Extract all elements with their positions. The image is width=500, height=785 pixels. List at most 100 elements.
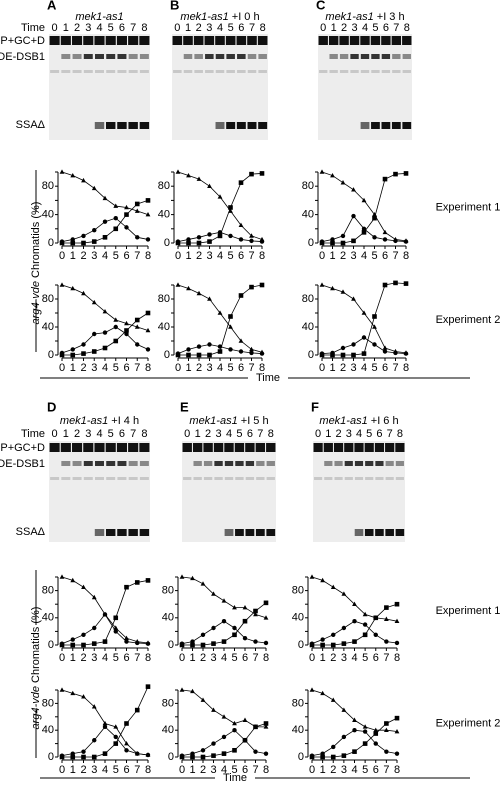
point	[81, 749, 86, 754]
point	[200, 697, 206, 702]
band-dsb	[183, 54, 193, 59]
point	[242, 737, 248, 743]
point	[190, 754, 195, 760]
point	[352, 619, 357, 624]
lane-number: 7	[249, 22, 255, 34]
point	[124, 225, 129, 230]
point	[175, 240, 181, 246]
point	[113, 741, 119, 746]
lane-number: 8	[404, 22, 410, 34]
x-tick-label: 5	[362, 652, 368, 664]
point	[249, 233, 254, 238]
panel-letter: E	[180, 399, 189, 414]
point	[59, 574, 65, 579]
y-tick-label: 0	[168, 751, 174, 763]
point	[352, 601, 357, 606]
point	[145, 641, 151, 646]
point	[394, 618, 400, 623]
point	[228, 324, 233, 329]
point	[372, 235, 377, 240]
x-tick-label: 5	[231, 652, 237, 664]
point	[394, 751, 400, 756]
band-ssa	[94, 122, 105, 129]
band-faint	[106, 70, 116, 73]
point	[319, 282, 325, 287]
y-tick-label: 80	[158, 293, 170, 305]
y-tick-label: 80	[42, 293, 54, 305]
y-tick-label: 40	[42, 724, 54, 736]
point	[309, 687, 315, 692]
point	[238, 293, 244, 298]
point	[320, 690, 326, 696]
y-tick-label: 80	[292, 697, 304, 709]
point	[91, 185, 97, 191]
band-top	[391, 36, 402, 45]
point	[341, 641, 347, 646]
lane-number: 1	[63, 428, 69, 440]
band-top	[323, 443, 333, 452]
point	[124, 584, 129, 590]
point	[362, 632, 368, 638]
strain: mek1-as1	[189, 415, 237, 427]
y-tick-label: 40	[302, 321, 314, 333]
gene: arg4-vde	[30, 686, 42, 729]
point	[70, 352, 76, 358]
band-faint	[395, 477, 404, 480]
band-faint	[128, 70, 138, 73]
band-top	[339, 36, 349, 45]
band-top	[318, 36, 328, 45]
point	[330, 584, 336, 589]
point	[242, 717, 248, 722]
point	[91, 239, 97, 244]
point	[351, 213, 356, 219]
point	[145, 198, 151, 203]
x-tick-label: 4	[102, 362, 108, 374]
point	[134, 707, 140, 713]
lane-number: 5	[372, 22, 378, 34]
x-tick-label: 1	[70, 764, 76, 776]
band-dsb	[95, 461, 104, 466]
point	[249, 350, 254, 356]
point	[382, 345, 388, 350]
point	[102, 235, 108, 240]
point	[102, 724, 108, 730]
band-dsb	[117, 461, 127, 466]
point	[228, 314, 233, 319]
band-faint	[106, 477, 116, 480]
band-faint	[402, 70, 411, 73]
band-dsb	[139, 54, 149, 59]
point	[232, 625, 237, 631]
point	[113, 338, 119, 344]
point	[263, 600, 269, 606]
point	[259, 239, 265, 244]
lane-number: 1	[331, 22, 337, 34]
point	[242, 636, 248, 641]
band-faint	[334, 477, 343, 480]
band-ssa	[360, 122, 370, 129]
y-tick-label: 0	[48, 237, 54, 249]
point	[102, 345, 108, 351]
x-tick-label: 2	[80, 764, 86, 776]
point	[91, 754, 97, 760]
point	[211, 741, 216, 746]
x-tick-label: 4	[102, 250, 108, 262]
band-top	[49, 36, 60, 45]
x-tick-label: 8	[145, 652, 151, 664]
y-tick-label: 40	[42, 321, 54, 333]
point	[145, 752, 151, 758]
point	[394, 715, 400, 721]
x-tick-label: 0	[309, 764, 315, 776]
point	[372, 215, 377, 221]
point	[59, 754, 65, 760]
strain: mek1-as1	[180, 11, 228, 23]
band-ssa	[258, 122, 268, 129]
point	[207, 296, 212, 301]
point	[217, 349, 223, 354]
lane-number: 7	[257, 428, 263, 440]
point	[351, 296, 356, 301]
point	[361, 197, 367, 203]
point	[382, 229, 388, 235]
series-line	[61, 576, 149, 644]
